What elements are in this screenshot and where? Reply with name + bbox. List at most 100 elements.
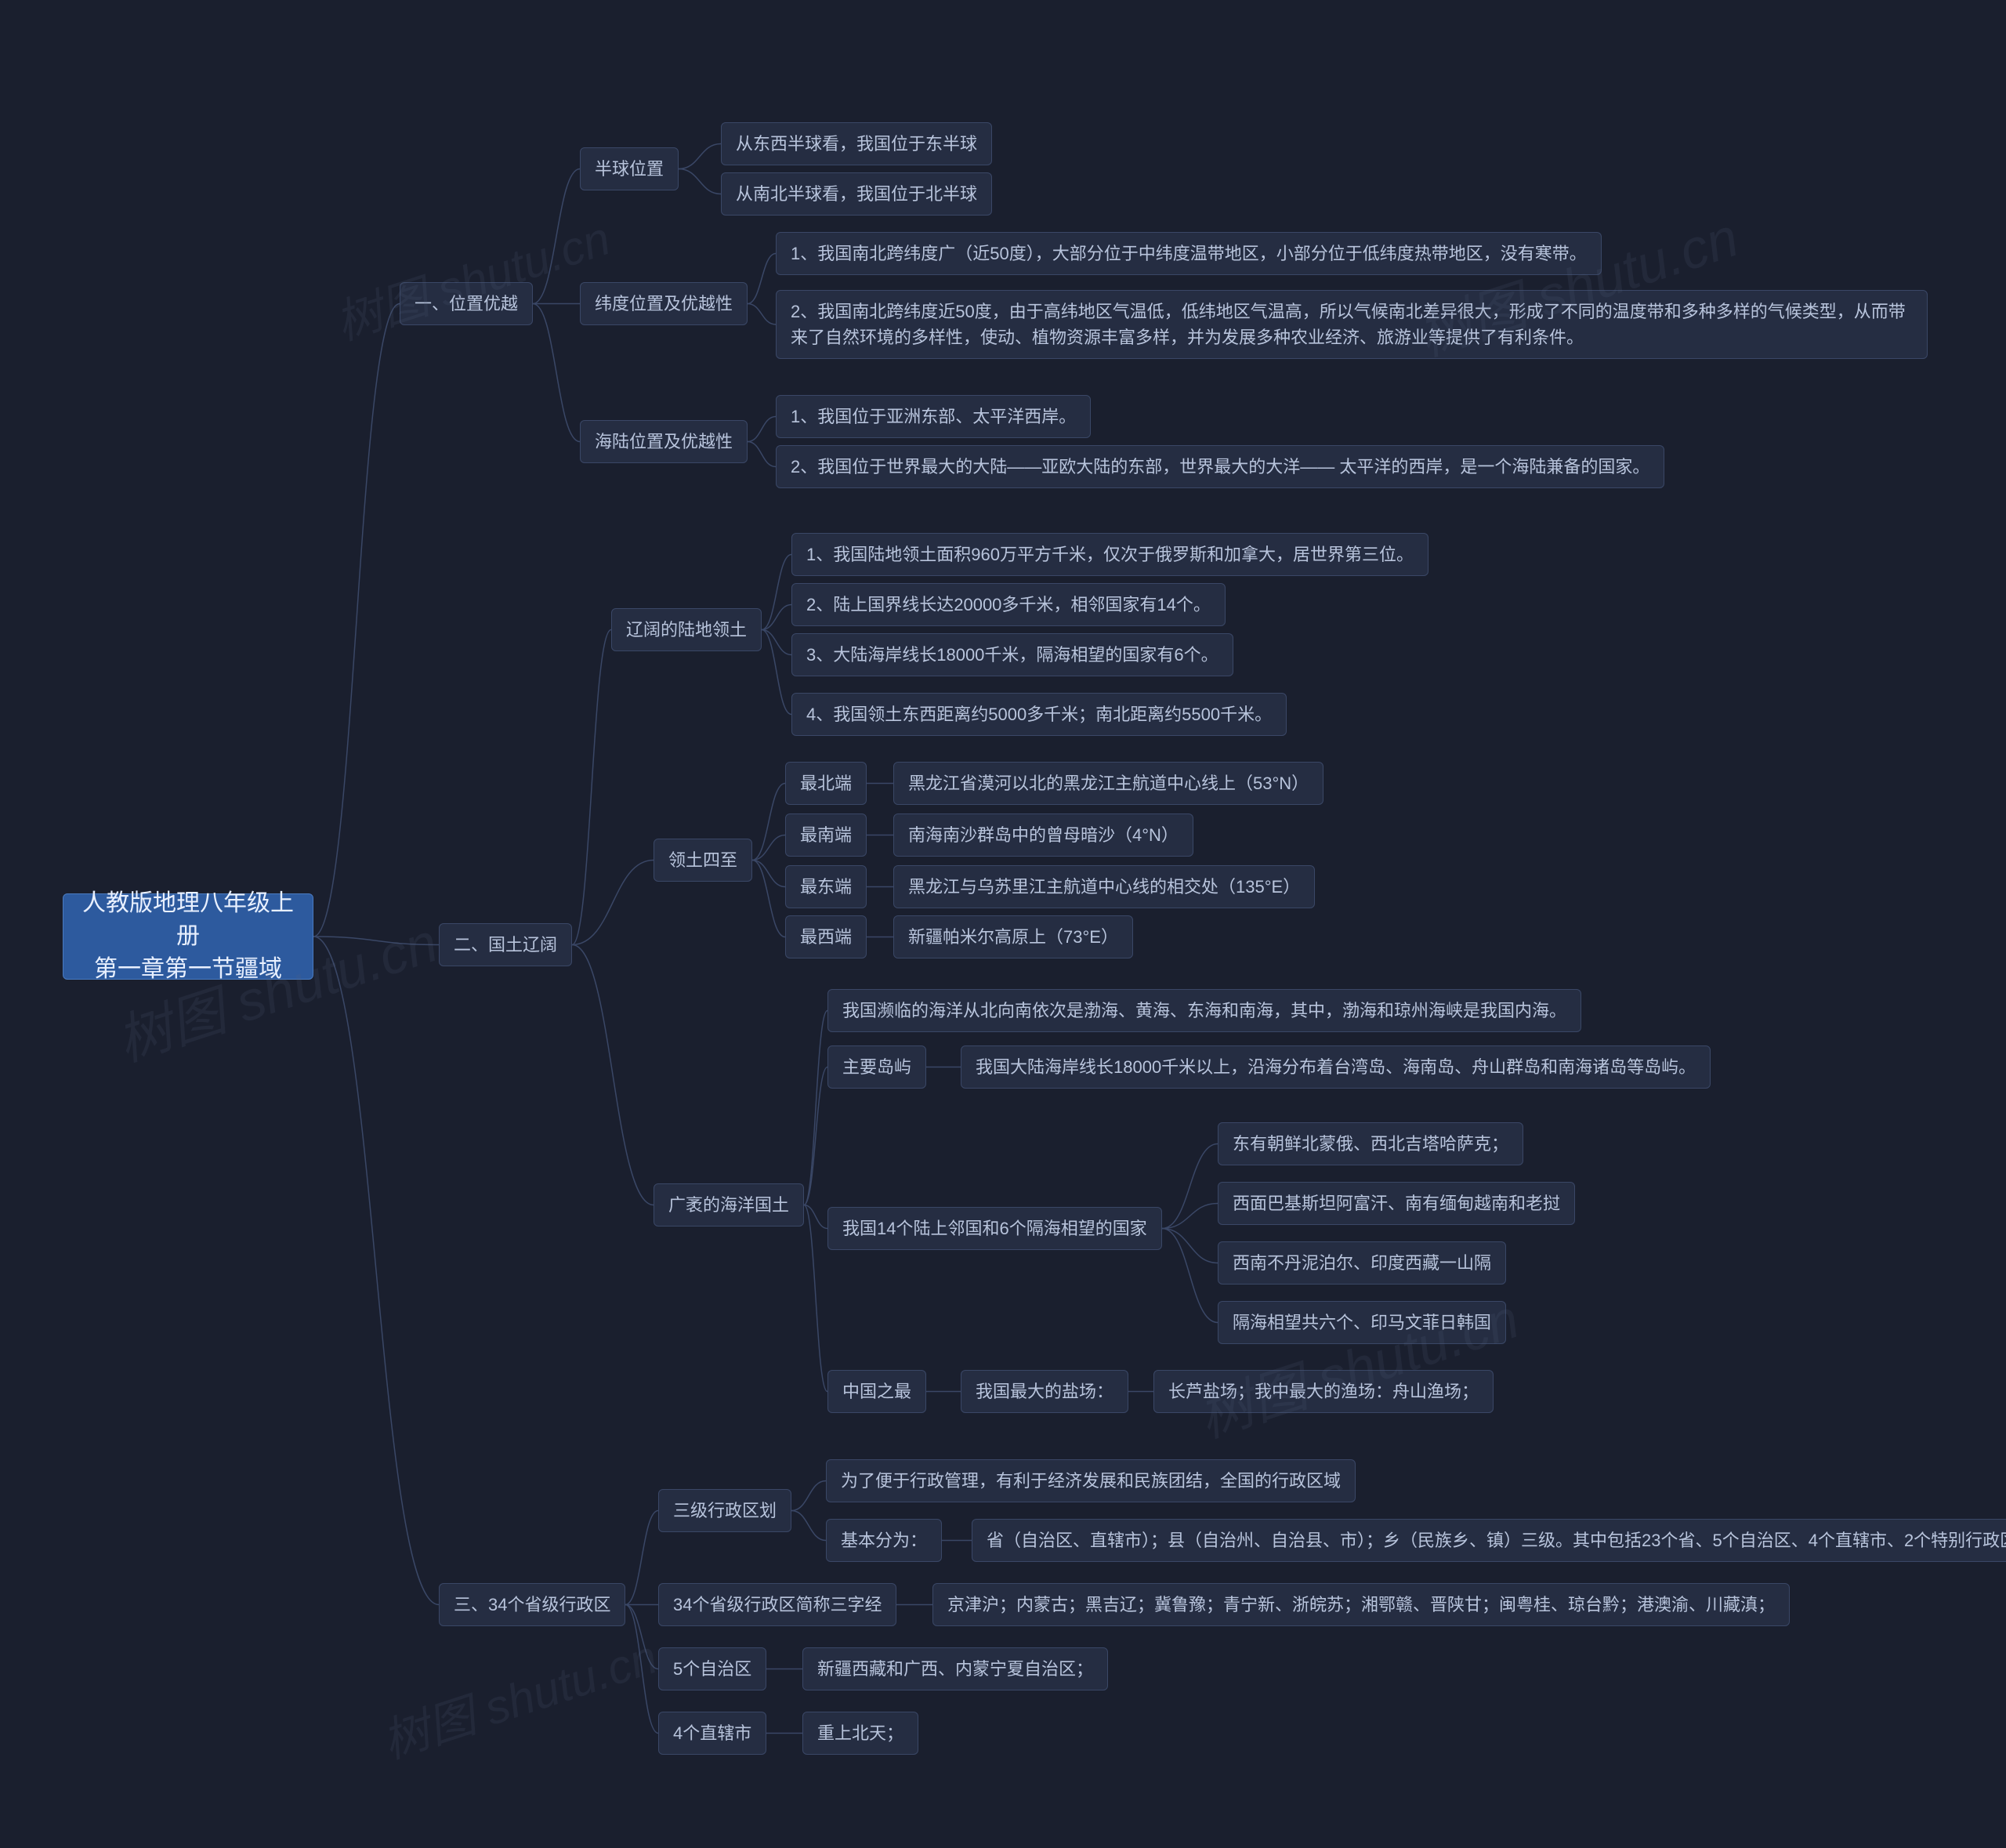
mindmap-node: 东有朝鲜北蒙俄、西北吉塔哈萨克； [1218,1122,1523,1165]
connector [1162,1229,1218,1263]
mindmap-node: 主要岛屿 [827,1045,926,1089]
root-node: 人教版地理八年级上册第一章第一节疆域 [63,893,313,980]
node-label: 海陆位置及优越性 [595,429,733,455]
node-label: 2、我国位于世界最大的大陆——亚欧大陆的东部，世界最大的大洋—— 太平洋的西岸，… [791,454,1649,480]
mindmap-node: 3、大陆海岸线长18000千米，隔海相望的国家有6个。 [791,633,1233,676]
node-label: 纬度位置及优越性 [595,291,733,317]
node-label: 4个直辖市 [673,1720,751,1746]
node-label: 34个省级行政区简称三字经 [673,1592,882,1618]
connector [748,254,776,304]
mindmap-node: 1、我国陆地领土面积960万平方千米，仅次于俄罗斯和加拿大，居世界第三位。 [791,533,1428,576]
node-label: 为了便于行政管理，有利于经济发展和民族团结，全国的行政区域 [841,1468,1341,1494]
node-label: 西南不丹泥泊尔、印度西藏一山隔 [1233,1250,1491,1276]
mindmap-node: 我国14个陆上邻国和6个隔海相望的国家 [827,1207,1162,1250]
mindmap-node: 最南端 [785,813,867,857]
node-label: 一、位置优越 [415,291,518,317]
connector [313,937,439,945]
mindmap-node: 2、我国位于世界最大的大陆——亚欧大陆的东部，世界最大的大洋—— 太平洋的西岸，… [776,445,1664,488]
connector [762,555,791,630]
node-label: 基本分为： [841,1527,927,1553]
connector [572,945,654,1205]
mindmap-node: 黑龙江省漠河以北的黑龙江主航道中心线上（53°N） [893,762,1323,805]
connector [762,605,791,630]
mindmap-node: 为了便于行政管理，有利于经济发展和民族团结，全国的行政区域 [826,1459,1356,1502]
node-label: 1、我国南北跨纬度广（近50度），大部分位于中纬度温带地区，小部分位于低纬度热带… [791,241,1587,266]
node-label: 2、我国南北跨纬度近50度，由于高纬地区气温低，低纬地区气温高，所以气候南北差异… [791,299,1913,350]
node-label: 二、国土辽阔 [454,932,557,958]
mindmap-node: 最西端 [785,915,867,958]
connector [752,861,785,887]
mindmap-node: 黑龙江与乌苏里江主航道中心线的相交处（135°E） [893,865,1315,908]
mindmap-node: 2、我国南北跨纬度近50度，由于高纬地区气温低，低纬地区气温高，所以气候南北差异… [776,290,1928,359]
mindmap-node: 我国濒临的海洋从北向南依次是渤海、黄海、东海和南海，其中，渤海和琼州海峡是我国内… [827,989,1581,1032]
mindmap-node: 最北端 [785,762,867,805]
mindmap-node: 基本分为： [826,1519,942,1562]
node-label: 我国14个陆上邻国和6个隔海相望的国家 [842,1216,1147,1241]
mindmap-node: 重上北天； [802,1712,918,1755]
mindmap-node: 西南不丹泥泊尔、印度西藏一山隔 [1218,1241,1506,1285]
connector [625,1605,658,1734]
connector [762,630,791,715]
node-label: 半球位置 [595,156,664,182]
mindmap-node: 广袤的海洋国土 [654,1183,804,1227]
mindmap-node: 长芦盐场；我中最大的渔场：舟山渔场； [1153,1370,1494,1413]
node-label: 我国大陆海岸线长18000千米以上，沿海分布着台湾岛、海南岛、舟山群岛和南海诸岛… [976,1054,1696,1080]
mindmap-node: 三、34个省级行政区 [439,1583,625,1626]
mindmap-node: 二、国土辽阔 [439,923,572,966]
node-label: 新疆西藏和广西、内蒙宁夏自治区； [817,1656,1093,1682]
connector [804,1205,827,1392]
mindmap-node: 4、我国领土东西距离约5000多千米；南北距离约5500千米。 [791,693,1287,736]
node-label: 中国之最 [842,1379,911,1404]
connector [804,1067,827,1205]
mindmap-node: 一、位置优越 [400,282,533,325]
node-label: 三、34个省级行政区 [454,1592,610,1618]
node-label: 4、我国领土东西距离约5000多千米；南北距离约5500千米。 [806,701,1272,727]
mindmap-node: 南海南沙群岛中的曾母暗沙（4°N） [893,813,1193,857]
connector [679,169,721,194]
connector [1162,1144,1218,1229]
mindmap-node: 1、我国南北跨纬度广（近50度），大部分位于中纬度温带地区，小部分位于低纬度热带… [776,232,1602,275]
connector [752,835,785,861]
connector [533,304,580,442]
watermark: 树图 shutu.cn [325,201,617,353]
node-label: 黑龙江省漠河以北的黑龙江主航道中心线上（53°N） [908,770,1309,796]
connector [762,630,791,655]
mindmap-node: 中国之最 [827,1370,926,1413]
node-label: 广袤的海洋国土 [668,1192,789,1218]
connector [533,169,580,304]
mindmap-node: 4个直辖市 [658,1712,766,1755]
mindmap-node: 我国最大的盐场： [961,1370,1128,1413]
mindmap-node: 1、我国位于亚洲东部、太平洋西岸。 [776,395,1091,438]
node-label: 新疆帕米尔高原上（73°E） [908,924,1118,950]
node-label: 我国濒临的海洋从北向南依次是渤海、黄海、东海和南海，其中，渤海和琼州海峡是我国内… [842,998,1566,1024]
mindmap-node: 5个自治区 [658,1647,766,1690]
mindmap-node: 新疆西藏和广西、内蒙宁夏自治区； [802,1647,1108,1690]
node-label: 三级行政区划 [673,1498,777,1524]
node-label: 京津沪；内蒙古；黑吉辽；冀鲁豫；青宁新、浙皖苏；湘鄂赣、晋陕甘；闽粤桂、琼台黔；… [947,1592,1775,1618]
connector [748,417,776,442]
mindmap-node: 纬度位置及优越性 [580,282,748,325]
connector [748,304,776,325]
connector [804,1011,827,1205]
node-label: 5个自治区 [673,1656,751,1682]
connector [752,784,785,861]
connector [625,1511,658,1605]
node-label: 2、陆上国界线长达20000多千米，相邻国家有14个。 [806,592,1211,618]
node-label: 最北端 [800,770,852,796]
node-label: 长芦盐场；我中最大的渔场：舟山渔场； [1168,1379,1479,1404]
node-label: 主要岛屿 [842,1054,911,1080]
node-label: 隔海相望共六个、印马文菲日韩国 [1233,1310,1491,1335]
connector [752,861,785,937]
node-label: 黑龙江与乌苏里江主航道中心线的相交处（135°E） [908,874,1300,900]
mindmap-node: 省（自治区、直辖市）；县（自治州、自治县、市）；乡（民族乡、镇）三级。其中包括2… [972,1519,2006,1562]
mindmap-node: 西面巴基斯坦阿富汗、南有缅甸越南和老挝 [1218,1182,1575,1225]
node-label: 我国最大的盐场： [976,1379,1113,1404]
mindmap-node: 半球位置 [580,147,679,190]
node-label: 省（自治区、直辖市）；县（自治州、自治县、市）；乡（民族乡、镇）三级。其中包括2… [987,1527,2006,1553]
connector [791,1481,826,1511]
connector [1162,1229,1218,1323]
root-label: 人教版地理八年级上册第一章第一节疆域 [82,887,294,986]
mindmap-node: 三级行政区划 [658,1489,791,1532]
connector [791,1511,826,1541]
connector [572,630,611,945]
